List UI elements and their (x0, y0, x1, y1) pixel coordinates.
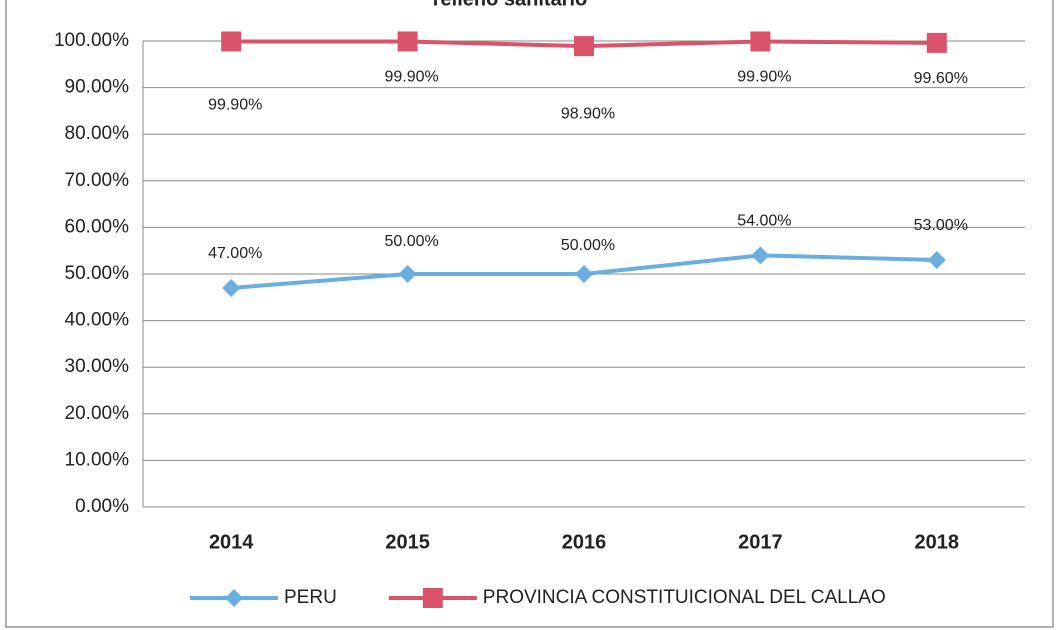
legend-label: PROVINCIA CONSTITUICIONAL DEL CALLAO (483, 587, 886, 608)
y-tick-label: 80.00% (65, 123, 130, 144)
y-tick-label: 70.00% (65, 170, 130, 191)
chart-title: relleno sanitario (433, 0, 588, 10)
legend-label: PERU (284, 587, 337, 608)
y-tick-label: 60.00% (65, 216, 130, 237)
x-tick-label: 2018 (915, 531, 960, 553)
data-point (574, 36, 594, 57)
data-point (575, 265, 593, 283)
data-point (751, 246, 770, 265)
data-label: 99.60% (914, 70, 968, 87)
y-tick-label: 100.00% (54, 30, 129, 51)
y-tick-label: 10.00% (65, 449, 130, 470)
data-label: 98.90% (561, 105, 615, 122)
data-label: 50.00% (384, 233, 438, 250)
data-point (926, 32, 947, 53)
data-point (222, 278, 241, 297)
y-tick-label: 40.00% (65, 310, 130, 331)
y-tick-label: 0.00% (75, 496, 129, 517)
y-tick-label: 20.00% (65, 403, 130, 424)
data-label: 47.00% (208, 245, 262, 262)
chart-frame (5, 0, 1054, 628)
data-point (750, 31, 771, 52)
legend-marker (422, 588, 443, 608)
y-tick-label: 50.00% (65, 263, 130, 284)
data-point (398, 265, 417, 283)
data-point (397, 31, 418, 52)
data-label: 99.90% (737, 69, 791, 86)
x-tick-label: 2016 (562, 531, 607, 553)
data-label: 99.90% (208, 97, 262, 114)
data-point (927, 251, 946, 270)
data-label: 53.00% (914, 217, 968, 234)
legend-marker (225, 589, 243, 607)
y-tick-label: 30.00% (65, 356, 130, 377)
x-tick-label: 2014 (209, 531, 254, 553)
data-label: 99.90% (384, 69, 438, 86)
x-tick-label: 2017 (738, 531, 783, 553)
data-point (221, 31, 242, 52)
y-tick-label: 90.00% (65, 77, 130, 98)
data-label: 50.00% (561, 237, 615, 254)
data-label: 54.00% (737, 213, 791, 230)
x-tick-label: 2015 (385, 531, 430, 553)
